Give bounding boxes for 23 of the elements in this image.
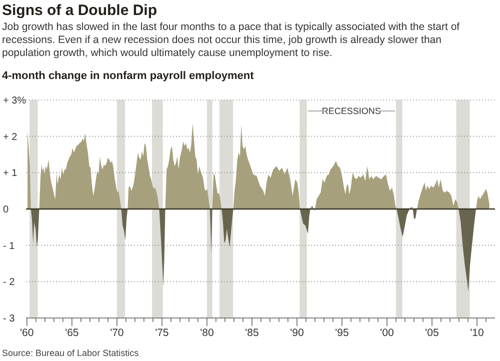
- x-tick-label: '00: [380, 327, 394, 339]
- annotation: RECESSIONS: [322, 106, 381, 116]
- chart-subtitle: Job growth has slowed in the last four months to a pace that is typically associated with the start of recessions. Even if a new recession does not occur this time, job growth is already slower than population growth, which would ultimately cause unemployment to rise.: [2, 21, 460, 59]
- y-tick-label: - 3: [3, 314, 16, 324]
- y-tick-label: + 1: [3, 168, 18, 180]
- y-tick-label: + 3%: [3, 96, 26, 106]
- x-tick-label: '95: [335, 327, 349, 339]
- x-tick-label: '65: [65, 327, 79, 339]
- x-tick-label: '60: [20, 327, 34, 339]
- source-note: Source: Bureau of Labor Statistics: [2, 348, 140, 358]
- x-tick-label: '80: [200, 327, 214, 339]
- x-tick-label: '85: [245, 327, 259, 339]
- x-tick-label: '90: [290, 327, 304, 339]
- x-tick-label: '10: [470, 327, 484, 339]
- x-tick-label: '70: [110, 327, 124, 339]
- y-axis-title: 4-month change in nonfarm payroll employment: [2, 70, 254, 82]
- y-tick-label: + 2: [3, 132, 18, 143]
- y-tick-label: 0: [3, 204, 9, 216]
- x-tick-label: '05: [425, 327, 439, 339]
- y-tick-label: - 2: [3, 277, 16, 288]
- chart-title: Signs of a Double Dip: [2, 2, 158, 19]
- y-tick-label: - 1: [3, 240, 16, 252]
- x-tick-label: '75: [155, 327, 169, 339]
